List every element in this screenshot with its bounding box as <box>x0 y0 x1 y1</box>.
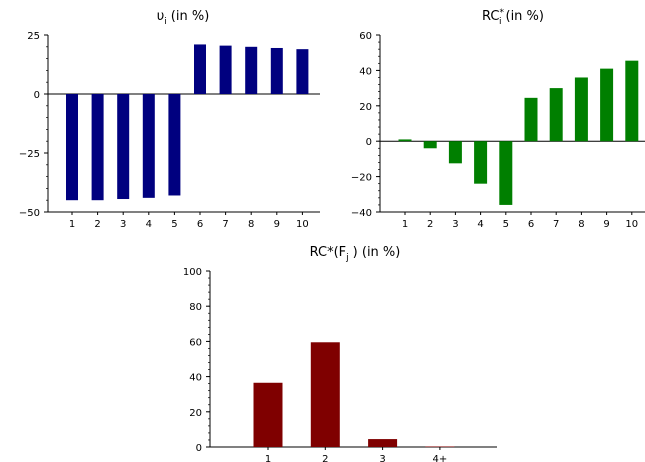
bar <box>245 46 258 94</box>
bar <box>296 49 309 94</box>
x-tick-label: 2 <box>94 219 100 230</box>
title-sub: i <box>164 17 167 27</box>
x-tick-label: 1 <box>69 219 75 230</box>
bar <box>219 45 232 94</box>
bar <box>625 60 639 142</box>
x-tick-label: 3 <box>452 219 458 230</box>
y-tick-label: −50 <box>19 208 40 219</box>
x-tick-label: 8 <box>578 219 584 230</box>
y-tick-label: 0 <box>366 137 372 148</box>
y-tick-label: 20 <box>359 102 372 113</box>
x-tick-label: 6 <box>528 219 534 230</box>
chart-title: υi (in %) <box>157 9 210 27</box>
bar <box>142 94 155 198</box>
title-sub: j <box>345 253 349 263</box>
y-tick-label: 60 <box>189 337 202 348</box>
x-tick-label: 1 <box>402 219 408 230</box>
y-tick-label: 0 <box>34 90 40 101</box>
x-tick-label: 4 <box>477 219 483 230</box>
x-tick-label: 9 <box>274 219 280 230</box>
x-tick-label: 10 <box>625 219 638 230</box>
y-tick-label: −25 <box>19 149 40 160</box>
x-tick-label: 2 <box>322 454 328 462</box>
x-tick-label: 4+ <box>433 454 448 462</box>
bar <box>194 44 206 94</box>
bar <box>574 77 588 142</box>
title-rest: ) (in %) <box>353 245 401 260</box>
y-tick-label: 25 <box>27 31 40 42</box>
y-tick-label: 0 <box>196 443 202 454</box>
x-tick-label: 3 <box>379 454 385 462</box>
bar <box>310 342 340 447</box>
x-tick-label: 4 <box>146 219 152 230</box>
bar <box>524 97 538 142</box>
x-tick-label: 8 <box>248 219 254 230</box>
y-tick-label: −40 <box>351 208 372 219</box>
title-sub: i <box>499 17 502 27</box>
x-tick-label: 10 <box>296 219 309 230</box>
title-sup: * <box>499 8 504 18</box>
bar <box>425 446 455 448</box>
x-tick-label: 7 <box>553 219 559 230</box>
bar <box>270 47 283 94</box>
x-tick-label: 7 <box>222 219 228 230</box>
y-tick-label: 40 <box>359 66 372 77</box>
bar <box>91 94 104 201</box>
x-tick-label: 5 <box>171 219 177 230</box>
y-tick-label: 20 <box>189 408 202 419</box>
bar <box>368 439 398 447</box>
bar <box>398 139 412 142</box>
title-rest: (in %) <box>506 9 544 24</box>
title-main: RC*(F <box>310 245 347 260</box>
y-tick-label: 60 <box>359 31 372 42</box>
y-tick-label: −20 <box>351 173 372 184</box>
chart-title: RC*(Fj ) (in %) <box>310 245 401 263</box>
bar <box>474 141 488 184</box>
title-main: υ <box>157 9 165 24</box>
x-tick-label: 3 <box>120 219 126 230</box>
chart-upsilon: υi (in %) −50 −25 0 25 1 2 3 4 5 6 7 8 9 10 <box>19 9 320 230</box>
y-tick-label: 40 <box>189 373 202 384</box>
bar <box>549 88 563 142</box>
x-tick-label: 5 <box>503 219 509 230</box>
title-rest: (in %) <box>171 9 209 24</box>
x-tick-label: 6 <box>197 219 203 230</box>
bar <box>448 141 462 164</box>
x-tick-label: 1 <box>265 454 271 462</box>
chart-rc-fj: RC*(Fj ) (in %) 0 20 40 60 80 100 1 2 3 4+ <box>183 245 497 462</box>
bar <box>66 94 78 201</box>
bar <box>499 141 513 205</box>
bar <box>117 94 130 200</box>
bar <box>168 94 181 196</box>
chart-rc-i: RC* i (in %) −40 −20 0 20 40 60 1 2 3 4 5 6 7 8 9 10 <box>351 8 645 230</box>
x-tick-label: 2 <box>427 219 433 230</box>
bar <box>423 141 437 149</box>
bar <box>600 68 614 142</box>
y-tick-label: 100 <box>183 267 202 278</box>
bar <box>253 382 283 447</box>
x-tick-label: 9 <box>603 219 609 230</box>
y-tick-label: 80 <box>189 302 202 313</box>
title-main: RC <box>482 9 499 24</box>
chart-title: RC* i (in %) <box>482 8 544 27</box>
